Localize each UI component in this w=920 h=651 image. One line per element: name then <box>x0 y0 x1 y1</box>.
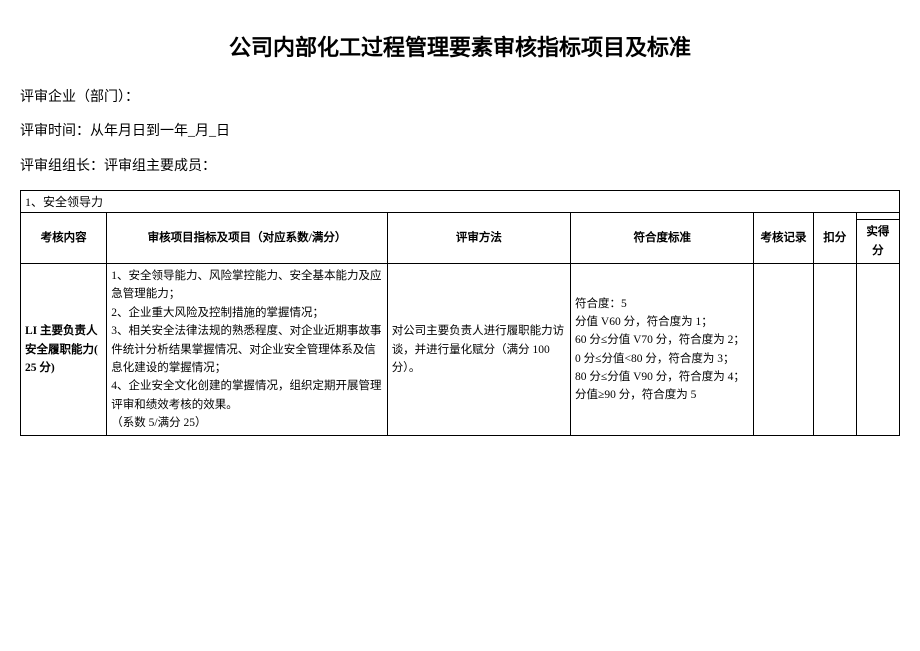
team-line: 评审组组长：评审组主要成员： <box>20 156 900 178</box>
header-actual-spacer <box>856 213 899 220</box>
document-title: 公司内部化工过程管理要素审核指标项目及标准 <box>20 30 900 62</box>
header-record: 考核记录 <box>754 213 813 264</box>
cell-index: 1、安全领导能力、风险掌控能力、安全基本能力及应急管理能力；2、企业重大风险及控… <box>107 263 387 436</box>
cell-deduct <box>813 263 856 436</box>
header-method: 评审方法 <box>387 213 570 264</box>
enterprise-line: 评审企业（部门）： <box>20 87 900 109</box>
time-line: 评审时间：从年月日到一年_月_日 <box>20 121 900 143</box>
section-header: 1、安全领导力 <box>20 190 900 212</box>
cell-standard: 符合度：5分值 V60 分，符合度为 1；60 分≤分值 V70 分，符合度为 … <box>571 263 754 436</box>
cell-actual <box>856 263 899 436</box>
cell-content: LI 主要负责人安全履职能力( 25 分) <box>21 263 107 436</box>
table-row: LI 主要负责人安全履职能力( 25 分) 1、安全领导能力、风险掌控能力、安全… <box>21 263 900 436</box>
header-index: 审核项目指标及项目（对应系数/满分） <box>107 213 387 264</box>
header-content: 考核内容 <box>21 213 107 264</box>
cell-record <box>754 263 813 436</box>
cell-method: 对公司主要负责人进行履职能力访谈，并进行量化赋分（满分 100 分）。 <box>387 263 570 436</box>
header-actual: 实得分 <box>856 220 899 264</box>
table-header-row: 考核内容 审核项目指标及项目（对应系数/满分） 评审方法 符合度标准 考核记录 … <box>21 213 900 220</box>
header-standard: 符合度标准 <box>571 213 754 264</box>
audit-table: 考核内容 审核项目指标及项目（对应系数/满分） 评审方法 符合度标准 考核记录 … <box>20 212 900 436</box>
header-deduct: 扣分 <box>813 213 856 264</box>
